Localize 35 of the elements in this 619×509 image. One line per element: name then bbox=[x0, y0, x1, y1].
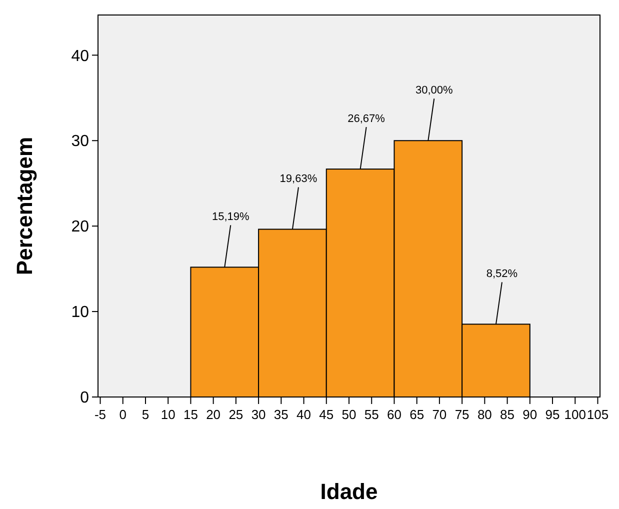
x-tick-label: 55 bbox=[364, 407, 379, 422]
x-tick-label: 65 bbox=[410, 407, 424, 422]
x-tick-label: 5 bbox=[142, 407, 150, 422]
x-tick-label: 30 bbox=[251, 407, 266, 422]
x-tick-label: 15 bbox=[183, 407, 198, 422]
x-tick-label: 45 bbox=[319, 407, 334, 422]
y-tick-label: 0 bbox=[80, 390, 90, 407]
data-label: 19,63% bbox=[280, 173, 318, 186]
y-tick-label: 20 bbox=[71, 218, 90, 236]
x-tick-label: 100 bbox=[564, 407, 586, 422]
x-tick-label: 60 bbox=[386, 407, 402, 422]
data-label: 8,52% bbox=[486, 268, 518, 280]
x-tick-label: 75 bbox=[454, 407, 470, 422]
x-tick-label: 0 bbox=[119, 407, 126, 422]
y-tick-label: 30 bbox=[71, 133, 90, 150]
x-axis-title: Idade bbox=[320, 479, 378, 504]
data-label: 15,19% bbox=[212, 211, 250, 224]
x-tick-label: 80 bbox=[477, 407, 492, 422]
x-tick-label: 20 bbox=[206, 407, 221, 422]
y-tick-label: 40 bbox=[71, 48, 90, 65]
x-tick-label: 35 bbox=[274, 407, 288, 422]
data-label: 30,00% bbox=[415, 84, 454, 97]
x-tick-label: 50 bbox=[342, 407, 356, 422]
x-tick-label: 105 bbox=[586, 407, 609, 422]
data-label: 26,67% bbox=[348, 113, 386, 126]
x-tick-label: 70 bbox=[432, 407, 447, 422]
x-tick-label: 95 bbox=[545, 407, 560, 422]
x-tick-label: 85 bbox=[500, 407, 515, 422]
x-tick-label: 40 bbox=[296, 407, 312, 422]
x-tick-label: 10 bbox=[160, 407, 176, 422]
x-tick-label: 25 bbox=[228, 407, 244, 422]
x-tick-label: -5 bbox=[94, 407, 106, 422]
x-tick-label: 90 bbox=[522, 407, 538, 422]
y-tick-label: 10 bbox=[71, 304, 90, 322]
y-axis-title: Percentagem bbox=[12, 136, 37, 276]
